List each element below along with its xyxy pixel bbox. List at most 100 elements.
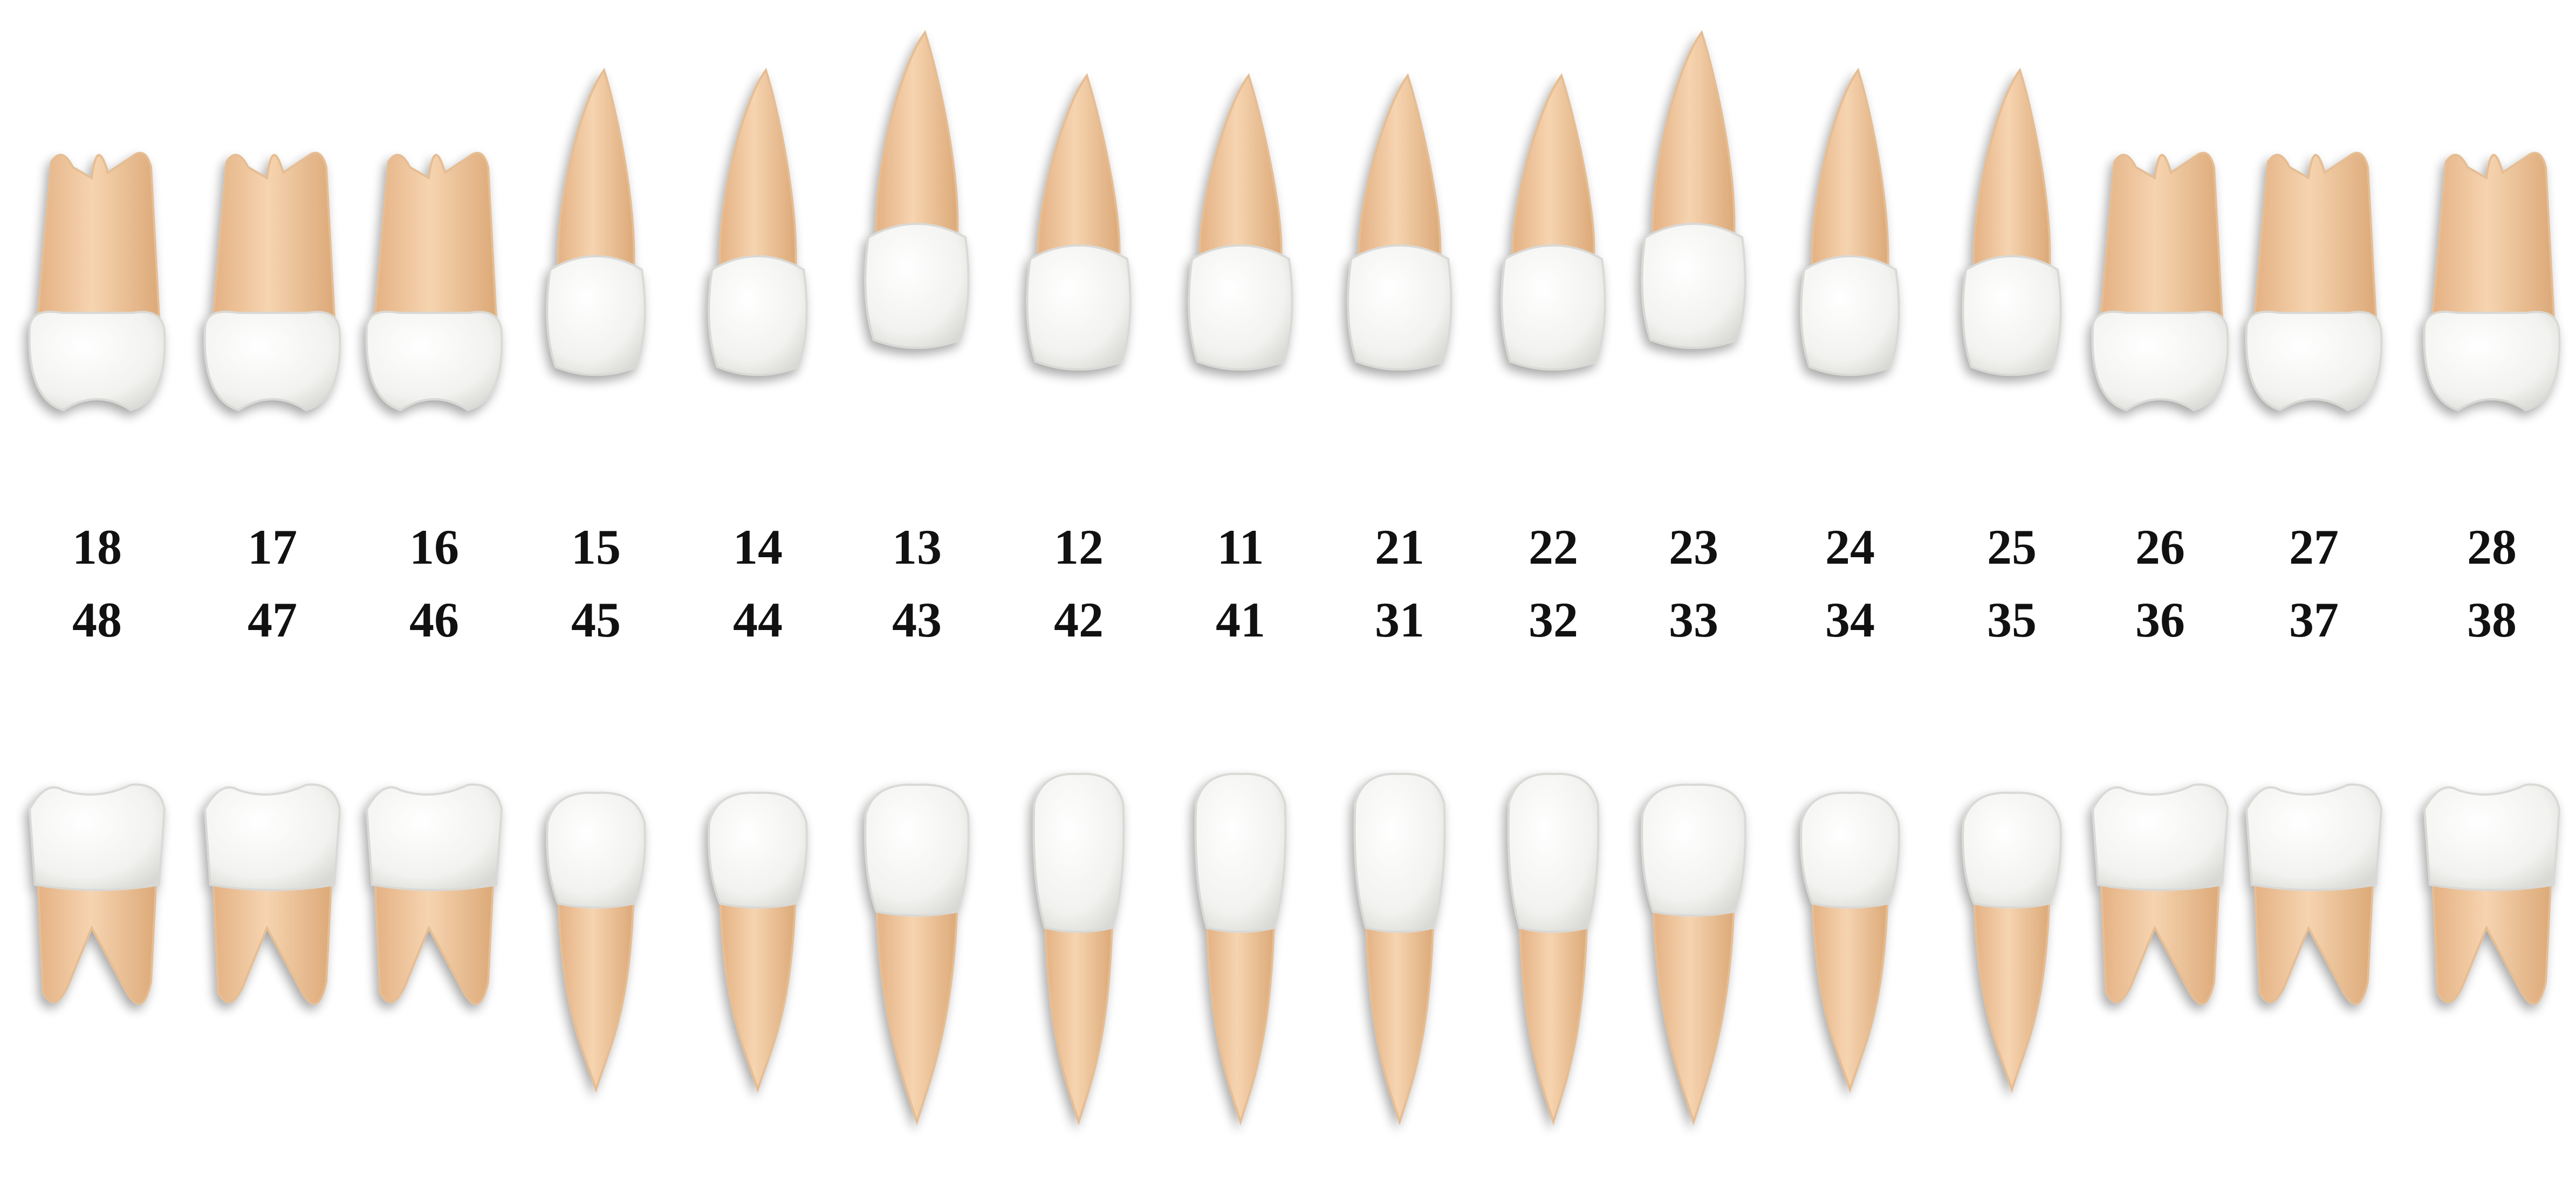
lower-tooth-46-root <box>373 873 495 1005</box>
upper-tooth-28-crown <box>2423 311 2561 412</box>
lower-tooth-43-root <box>875 894 959 1126</box>
tooth-number-23: 23 <box>1669 519 1718 574</box>
upper-tooth-17-root <box>211 152 336 319</box>
upper-tooth-21-crown <box>1347 244 1453 371</box>
lower-tooth-47-crown <box>203 783 341 891</box>
lower-tooth-48-root <box>36 873 158 1005</box>
lower-tooth-45-crown <box>546 791 646 909</box>
tooth-number-42: 42 <box>1054 592 1104 647</box>
upper-tooth-23 <box>1641 30 1746 349</box>
lower-tooth-34 <box>1800 791 1900 1093</box>
tooth-number-38: 38 <box>2467 592 2517 647</box>
upper-tooth-28 <box>2423 152 2561 412</box>
lower-tooth-35-crown <box>1962 791 2062 909</box>
lower-tooth-36-crown <box>2091 783 2229 891</box>
upper-tooth-22-crown <box>1501 244 1606 371</box>
upper-tooth-26-crown <box>2091 311 2229 412</box>
lower-tooth-35 <box>1962 791 2062 1093</box>
upper-tooth-16-root <box>373 152 498 319</box>
lower-tooth-42-crown <box>1032 772 1125 933</box>
upper-tooth-12 <box>1026 73 1132 371</box>
tooth-number-21: 21 <box>1375 519 1424 574</box>
tooth-number-24: 24 <box>1825 519 1875 574</box>
lower-tooth-38-crown <box>2423 783 2561 891</box>
lower-tooth-42-root <box>1044 911 1114 1126</box>
lower-tooth-43 <box>864 783 970 1126</box>
tooth-number-43: 43 <box>892 592 942 647</box>
tooth-number-11: 11 <box>1217 519 1264 574</box>
lower-tooth-48-crown <box>28 783 166 891</box>
lower-tooth-36 <box>2091 783 2229 1005</box>
tooth-number-46: 46 <box>409 592 459 647</box>
lower-tooth-44-root <box>718 886 797 1093</box>
tooth-number-34: 34 <box>1825 592 1875 647</box>
upper-tooth-21 <box>1347 73 1453 371</box>
tooth-number-48: 48 <box>72 592 122 647</box>
lower-tooth-46 <box>365 783 503 1005</box>
lower-tooth-31-root <box>1365 911 1435 1126</box>
lower-tooth-42 <box>1032 772 1125 1126</box>
tooth-number-15: 15 <box>571 519 621 574</box>
lower-tooth-35-root <box>1972 886 2051 1093</box>
tooth-number-35: 35 <box>1987 592 2037 647</box>
upper-teeth-row <box>28 30 2561 412</box>
upper-tooth-11 <box>1188 73 1293 371</box>
tooth-number-44: 44 <box>733 592 783 647</box>
upper-tooth-22 <box>1501 73 1606 371</box>
lower-tooth-45-root <box>557 886 635 1093</box>
lower-tooth-47 <box>203 783 341 1005</box>
upper-tooth-12-root <box>1037 73 1121 260</box>
upper-tooth-15-crown <box>546 255 646 376</box>
lower-tooth-45 <box>546 791 646 1093</box>
upper-tooth-14-root <box>718 67 797 271</box>
lower-tooth-37-crown <box>2245 783 2383 891</box>
lower-tooth-33-root <box>1652 894 1736 1126</box>
lower-tooth-33-crown <box>1641 783 1746 917</box>
upper-tooth-13-root <box>875 30 959 238</box>
upper-tooth-13-crown <box>864 223 970 349</box>
lower-tooth-37 <box>2245 783 2383 1005</box>
upper-tooth-18-root <box>36 152 161 319</box>
lower-tooth-33 <box>1641 783 1746 1126</box>
lower-tooth-41-crown <box>1194 772 1287 933</box>
lower-tooth-32-crown <box>1507 772 1600 933</box>
upper-tooth-11-crown <box>1188 244 1293 371</box>
upper-tooth-18 <box>28 152 166 412</box>
upper-tooth-15-root <box>557 67 635 271</box>
lower-tooth-48 <box>28 783 166 1005</box>
upper-tooth-15 <box>546 67 646 376</box>
upper-tooth-21-root <box>1358 73 1442 260</box>
upper-tooth-12-crown <box>1026 244 1132 371</box>
upper-tooth-24 <box>1800 67 1900 376</box>
upper-tooth-27-crown <box>2245 311 2383 412</box>
lower-tooth-34-crown <box>1800 791 1900 909</box>
tooth-number-13: 13 <box>892 519 942 574</box>
tooth-number-12: 12 <box>1054 519 1104 574</box>
lower-tooth-47-root <box>211 873 333 1005</box>
lower-tooth-31 <box>1353 772 1446 1126</box>
tooth-number-14: 14 <box>733 519 783 574</box>
upper-tooth-26-root <box>2099 152 2224 319</box>
upper-tooth-11-root <box>1198 73 1283 260</box>
lower-tooth-32 <box>1507 772 1600 1126</box>
tooth-number-17: 17 <box>248 519 297 574</box>
upper-tooth-27-root <box>2253 152 2378 319</box>
lower-tooth-34-root <box>1811 886 1889 1093</box>
tooth-number-labels: 18 48 17 47 16 46 15 45 14 44 13 43 12 42 11 41 21 31 22 32… <box>72 519 2517 647</box>
upper-tooth-14 <box>708 67 808 376</box>
tooth-number-37: 37 <box>2289 592 2339 647</box>
lower-tooth-43-crown <box>864 783 970 917</box>
tooth-number-45: 45 <box>571 592 621 647</box>
tooth-number-28: 28 <box>2467 519 2517 574</box>
upper-tooth-16 <box>365 152 503 412</box>
upper-tooth-24-root <box>1811 67 1889 271</box>
upper-tooth-14-crown <box>708 255 808 376</box>
tooth-number-36: 36 <box>2135 592 2185 647</box>
tooth-number-27: 27 <box>2289 519 2339 574</box>
upper-tooth-28-root <box>2431 152 2556 319</box>
upper-tooth-17-crown <box>203 311 341 412</box>
lower-tooth-38 <box>2423 783 2561 1005</box>
lower-tooth-44 <box>708 791 808 1093</box>
lower-tooth-36-root <box>2099 873 2221 1005</box>
